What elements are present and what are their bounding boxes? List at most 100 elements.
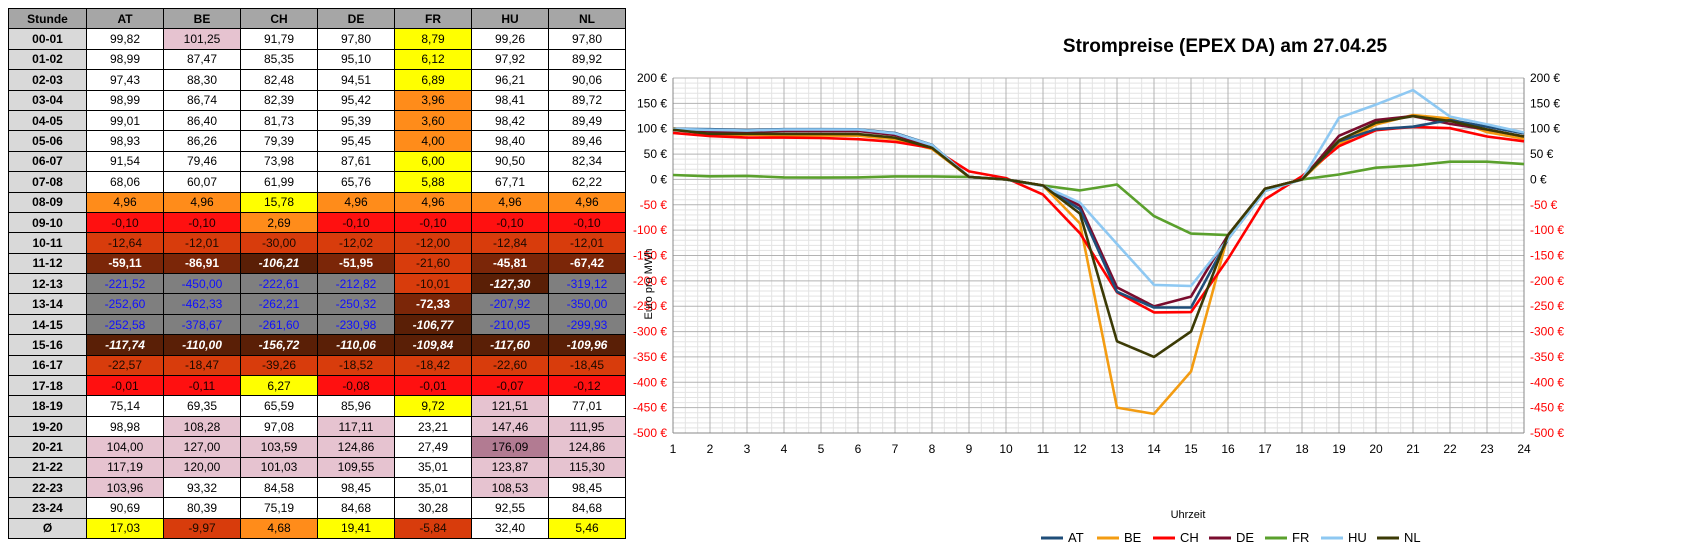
legend-label-nl: NL xyxy=(1404,530,1421,545)
price-cell-hu: 92,55 xyxy=(471,497,549,519)
price-cell-de: 95,42 xyxy=(317,89,395,111)
table-row: 13-14 -252,60 -462,33 -262,21 -250,32 -72,33-… xyxy=(8,293,626,315)
price-cell-ch: 82,39 xyxy=(240,89,318,111)
price-cell-be: 86,26 xyxy=(163,130,241,152)
price-cell-fr: 35,01 xyxy=(394,456,472,478)
price-cell-at: 68,06 xyxy=(86,171,164,193)
price-cell-nl: -0,12 xyxy=(548,375,626,397)
hour-cell: 13-14 xyxy=(8,293,87,315)
price-cell-ch: 61,99 xyxy=(240,171,318,193)
price-cell-de: 19,41 xyxy=(317,517,395,540)
legend-label-de: DE xyxy=(1236,530,1254,545)
price-cell-nl: -319,12 xyxy=(548,273,626,295)
price-cell-hu: 108,53 xyxy=(471,476,549,499)
y-tick-label-left: -450 € xyxy=(633,401,667,415)
x-tick-label: 7 xyxy=(892,442,899,456)
table-row: 19-20 98,98 108,28 97,08 117,11 23,21 147,46 11… xyxy=(8,415,626,438)
price-cell-nl: 62,22 xyxy=(548,171,626,193)
price-cell-hu: -45,81 xyxy=(471,252,549,275)
x-tick-label: 20 xyxy=(1369,442,1383,456)
price-cell-hu: 98,42 xyxy=(471,109,549,132)
price-cell-ch: -106,21 xyxy=(240,252,318,275)
price-cell-at: -252,58 xyxy=(86,313,164,336)
price-cell-hu: 147,46 xyxy=(471,415,549,438)
price-cell-de: 97,80 xyxy=(317,28,395,50)
hour-cell: 01-02 xyxy=(8,48,87,71)
price-cell-hu: 176,09 xyxy=(471,436,549,458)
hour-cell: 21-22 xyxy=(8,456,87,478)
price-cell-ch: -39,26 xyxy=(240,354,318,377)
x-axis-label: Uhrzeit xyxy=(1171,509,1206,521)
price-cell-be: 88,30 xyxy=(163,69,241,91)
price-cell-be: 108,28 xyxy=(163,415,241,438)
price-cell-at: 117,19 xyxy=(86,456,164,478)
price-cell-at: -59,11 xyxy=(86,252,164,275)
price-cell-de: 65,76 xyxy=(317,171,395,193)
legend-label-ch: CH xyxy=(1180,530,1199,545)
price-cell-de: -12,02 xyxy=(317,232,395,254)
x-tick-label: 14 xyxy=(1147,442,1161,456)
price-cell-ch: 75,19 xyxy=(240,497,318,519)
price-cell-at: -12,64 xyxy=(86,232,164,254)
price-cell-fr: 23,21 xyxy=(394,415,472,438)
header-fr: FR xyxy=(394,7,472,30)
table-row: 08-09 4,96 4,96 15,78 4,96 4,96 4,96 4,96 xyxy=(8,191,626,213)
price-cell-at: -22,57 xyxy=(86,354,164,377)
price-cell-nl: -18,45 xyxy=(548,354,626,377)
series-line-hu xyxy=(672,88,1525,288)
header-hu: HU xyxy=(471,7,549,30)
price-cell-nl: 89,72 xyxy=(548,89,626,111)
price-cell-fr: -10,01 xyxy=(394,273,472,295)
y-tick-label-right: -350 € xyxy=(1530,350,1564,364)
price-cell-be: 60,07 xyxy=(163,171,241,193)
price-cell-be: 79,46 xyxy=(163,150,241,173)
price-cell-be: -378,67 xyxy=(163,313,241,336)
x-tick-label: 24 xyxy=(1517,442,1531,456)
price-cell-fr: 5,88 xyxy=(394,171,472,193)
y-tick-label-right: -100 € xyxy=(1530,223,1564,237)
price-cell-ch: 91,79 xyxy=(240,28,318,50)
hour-cell: 17-18 xyxy=(8,375,87,397)
price-cell-ch: -261,60 xyxy=(240,313,318,336)
price-cell-fr: 30,28 xyxy=(394,497,472,519)
price-cell-de: -51,95 xyxy=(317,252,395,275)
x-tick-label: 23 xyxy=(1480,442,1494,456)
price-cell-hu: -207,92 xyxy=(471,293,549,315)
table-header: Stunde AT BE CH DE FR HU NL xyxy=(8,7,626,30)
price-cell-hu: 4,96 xyxy=(471,191,549,213)
price-cell-ch: 6,27 xyxy=(240,375,318,397)
hour-cell: 15-16 xyxy=(8,334,87,356)
x-tick-label: 2 xyxy=(707,442,714,456)
hour-cell: 14-15 xyxy=(8,313,87,336)
x-tick-label: 5 xyxy=(818,442,825,456)
x-tick-label: 19 xyxy=(1332,442,1346,456)
y-tick-label-left: 150 € xyxy=(637,96,667,110)
price-cell-be: 101,25 xyxy=(163,28,241,50)
price-cell-be: -450,00 xyxy=(163,273,241,295)
price-cell-ch: 4,68 xyxy=(240,517,318,540)
price-cell-hu: -117,60 xyxy=(471,334,549,356)
price-cell-nl: -67,42 xyxy=(548,252,626,275)
price-cell-de: -18,52 xyxy=(317,354,395,377)
price-cell-hu: -22,60 xyxy=(471,354,549,377)
price-cell-hu: -210,05 xyxy=(471,313,549,336)
legend-label-be: BE xyxy=(1124,530,1142,545)
hour-cell: 16-17 xyxy=(8,354,87,377)
price-cell-de: 95,39 xyxy=(317,109,395,132)
price-cell-be: 87,47 xyxy=(163,48,241,71)
y-axis-left: -500 € -450 € -400 € -350 € -300 € -250 € -200… xyxy=(633,71,667,440)
price-cell-hu: 121,51 xyxy=(471,395,549,417)
y-tick-label-right: -150 € xyxy=(1530,249,1564,263)
y-tick-label-left: -100 € xyxy=(633,223,667,237)
price-cell-fr: 4,00 xyxy=(394,130,472,152)
table-row: 20-21 104,00 127,00 103,59 124,86 27,49 176,09… xyxy=(8,436,626,458)
price-cell-at: 75,14 xyxy=(86,395,164,417)
y-tick-label-right: -50 € xyxy=(1530,198,1558,212)
price-cell-at: 17,03 xyxy=(86,517,164,540)
price-cell-at: 4,96 xyxy=(86,191,164,213)
header-stunde: Stunde xyxy=(8,7,87,30)
y-tick-label-left: -250 € xyxy=(633,299,667,313)
price-cell-be: 4,96 xyxy=(163,191,241,213)
x-tick-label: 21 xyxy=(1406,442,1420,456)
price-cell-at: 97,43 xyxy=(86,69,164,91)
